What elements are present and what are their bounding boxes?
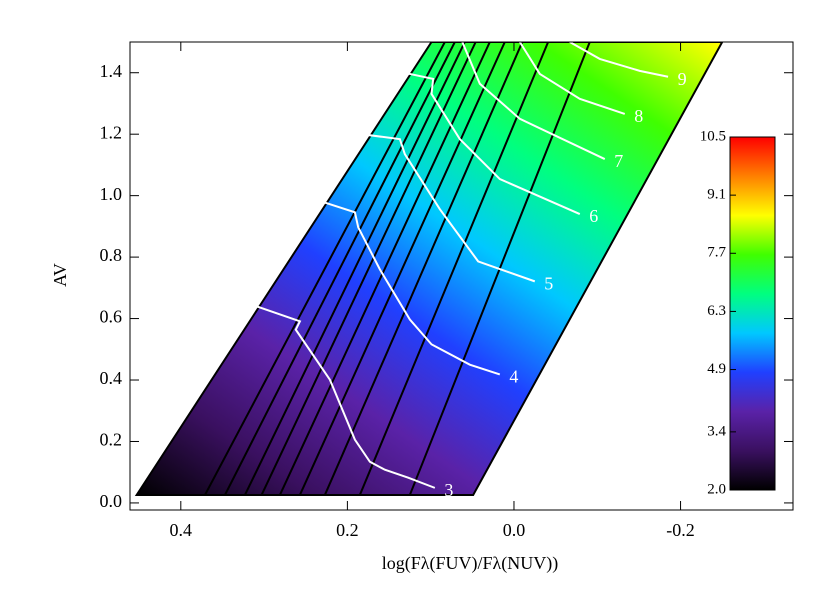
y-tick-label: 0.8 [100,245,123,265]
y-tick-label: 0.6 [100,307,123,327]
colorbar-tick-label: 2.0 [707,481,726,497]
contour-label: 6 [589,206,598,226]
x-axis-label: log(Fλ(FUV)/Fλ(NUV)) [382,553,558,574]
plot-frame [129,41,794,511]
contour-label: 8 [634,106,643,126]
contour-line [244,301,436,489]
colorbar-tick-label: 7.7 [707,245,726,261]
contour-label: 5 [544,274,553,294]
x-tick-label: 0.4 [170,520,193,540]
y-tick-label: 1.4 [100,61,123,81]
contour-line [399,70,581,215]
y-tick-label: 0.2 [100,430,123,450]
y-axis-label: AV [50,263,70,287]
model-line [358,42,550,495]
contour-line [344,131,536,283]
y-tick-label: 0.4 [100,368,123,388]
model-line [279,42,491,495]
model-line [299,42,506,495]
x-tick-label: 0.2 [336,520,359,540]
contour-label: 4 [509,367,518,387]
model-line [204,42,446,495]
contour-line [569,42,669,78]
y-tick-label: 1.0 [100,184,123,204]
colorbar-tick-label: 4.9 [707,361,726,377]
model-line [323,42,524,495]
contour-line [518,42,626,115]
model-line [224,42,456,495]
colorbar-tick-label: 10.5 [700,128,726,144]
y-tick-label: 1.2 [100,122,123,142]
x-tick-label: 0.0 [503,520,526,540]
contour-label: 9 [678,69,687,89]
colorbar-tick-label: 9.1 [707,187,726,203]
colorbar-tick-label: 6.3 [707,303,726,319]
contour-line [461,42,606,160]
contour-label: 3 [444,480,453,500]
colorbar [729,136,776,491]
model-line [244,42,466,495]
colorbar-tick-label: 3.4 [707,423,726,439]
y-tick-label: 0.0 [100,491,123,511]
contour-line [301,194,501,376]
model-line [260,42,477,495]
contour-label: 7 [614,151,623,171]
x-tick-label: -0.2 [666,520,695,540]
